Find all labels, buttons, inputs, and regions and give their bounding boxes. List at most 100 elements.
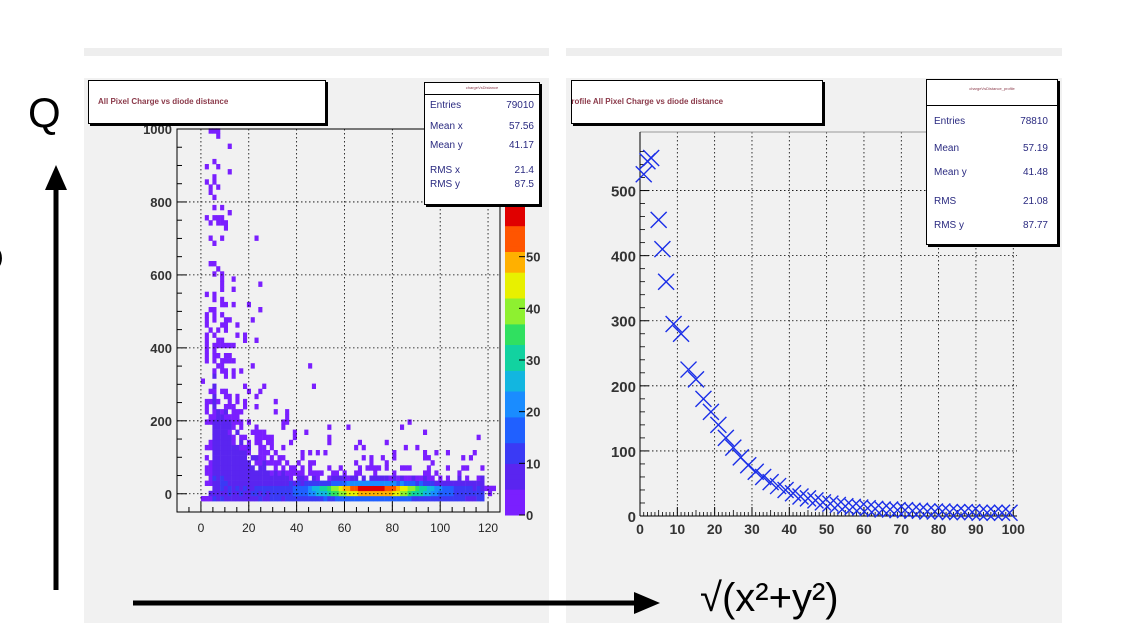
heatmap-cell xyxy=(296,475,301,481)
heatmap-cell xyxy=(304,429,309,435)
heatmap-cell xyxy=(426,480,431,486)
heatmap-cell xyxy=(262,496,267,502)
heatmap-cell xyxy=(449,485,454,492)
heatmap-cell xyxy=(204,291,209,298)
colorbar-segment xyxy=(505,391,525,397)
heatmap-cell xyxy=(220,337,225,343)
heatmap-cell xyxy=(258,429,263,435)
heatmap-cell xyxy=(277,455,282,461)
colorbar-segment xyxy=(505,499,525,506)
heatmap-cell xyxy=(346,490,351,497)
heatmap-cell xyxy=(204,409,209,415)
heatmap-cell xyxy=(289,439,294,446)
x-tick-label: 100 xyxy=(1002,521,1026,537)
heatmap-cell xyxy=(212,240,217,246)
heatmap-cell xyxy=(223,414,228,420)
heatmap-cell xyxy=(281,444,286,451)
heatmap-cell xyxy=(311,496,316,502)
heatmap-cell xyxy=(373,475,378,481)
heatmap-cell xyxy=(235,470,240,476)
colorbar-segment xyxy=(505,437,525,444)
heatmap-cell xyxy=(204,358,209,364)
heatmap-cell xyxy=(388,475,393,481)
heatmap-cell xyxy=(357,490,362,497)
heatmap-cell xyxy=(331,496,336,502)
colorbar-segment xyxy=(505,277,525,283)
heatmap-cell xyxy=(304,496,309,502)
heatmap-cell xyxy=(212,409,217,415)
heatmap-cell xyxy=(384,465,389,471)
heatmap-cell xyxy=(308,470,313,476)
heatmap-cell xyxy=(476,434,481,441)
heatmap-cell xyxy=(377,485,382,492)
data-point xyxy=(978,504,996,522)
heatmap-cell xyxy=(434,450,439,456)
heatmap-cell xyxy=(342,496,347,502)
right-title-box: Profile All Pixel Charge vs diode distan… xyxy=(571,80,823,124)
heatmap-cell xyxy=(208,388,213,395)
heatmap-cell xyxy=(392,455,397,461)
heatmap-cell xyxy=(354,460,359,466)
colorbar-segment xyxy=(505,205,525,211)
heatmap-cell xyxy=(369,455,374,461)
heatmap-cell xyxy=(476,475,481,481)
heatmap-cell xyxy=(227,455,232,461)
colorbar-segment xyxy=(505,494,525,500)
left-title-box: All Pixel Charge vs diode distance xyxy=(88,80,326,124)
heatmap-cell xyxy=(239,485,244,492)
heatmap-cell xyxy=(269,485,274,492)
heatmap-cell xyxy=(208,235,213,241)
heatmap-cell xyxy=(223,444,228,451)
heatmap-cell xyxy=(239,480,244,486)
heatmap-cell xyxy=(269,490,274,497)
heatmap-cell xyxy=(212,179,217,185)
heatmap-cell xyxy=(231,455,236,461)
heatmap-cell xyxy=(262,429,267,435)
heatmap-cell xyxy=(468,496,473,502)
heatmap-cell xyxy=(346,424,351,430)
heatmap-cell xyxy=(357,496,362,502)
heatmap-cell xyxy=(220,220,225,226)
heatmap-cell xyxy=(445,475,450,481)
heatmap-cell xyxy=(269,455,274,461)
heatmap-cell xyxy=(208,220,213,226)
y-tick-label: 600 xyxy=(150,268,172,283)
data-point xyxy=(792,487,809,505)
heatmap-cell xyxy=(269,434,274,441)
heatmap-cell xyxy=(246,496,251,502)
heatmap-cell xyxy=(392,470,397,476)
right-stats-box: chargeVsDistance_profile Entries 78810 M… xyxy=(926,79,1058,245)
right-stats-value: 21.08 xyxy=(1022,196,1048,207)
heatmap-cell xyxy=(273,465,278,471)
heatmap-cell xyxy=(304,485,309,492)
heatmap-cell xyxy=(258,388,263,395)
heatmap-cell xyxy=(426,455,431,461)
data-point xyxy=(657,273,675,291)
heatmap-cell xyxy=(445,485,450,492)
heatmap-cell xyxy=(212,128,217,134)
heatmap-cell xyxy=(407,419,412,425)
heatmap-cell xyxy=(231,460,236,466)
heatmap-cell xyxy=(239,470,244,476)
heatmap-cell xyxy=(449,480,454,486)
heatmap-cell xyxy=(281,475,286,481)
heatmap-cell xyxy=(262,485,267,492)
heatmap-cell xyxy=(304,480,309,486)
heatmap-cell xyxy=(300,450,305,456)
heatmap-cell xyxy=(277,470,282,476)
heatmap-cell xyxy=(430,496,435,502)
heatmap-cell xyxy=(208,327,213,333)
heatmap-cell xyxy=(315,475,320,481)
heatmap-cell xyxy=(262,434,267,441)
heatmap-cell xyxy=(235,332,240,338)
heatmap-cell xyxy=(423,470,428,476)
colorbar-segment xyxy=(505,334,525,340)
heatmap-cell xyxy=(216,398,221,405)
heatmap-cell xyxy=(204,322,209,328)
heatmap-cell xyxy=(212,470,217,476)
heatmap-cell xyxy=(380,480,385,486)
heatmap-cell xyxy=(243,398,248,405)
colorbar-tick-label: 0 xyxy=(526,508,533,523)
data-point xyxy=(650,211,668,229)
heatmap-cell xyxy=(204,312,209,318)
